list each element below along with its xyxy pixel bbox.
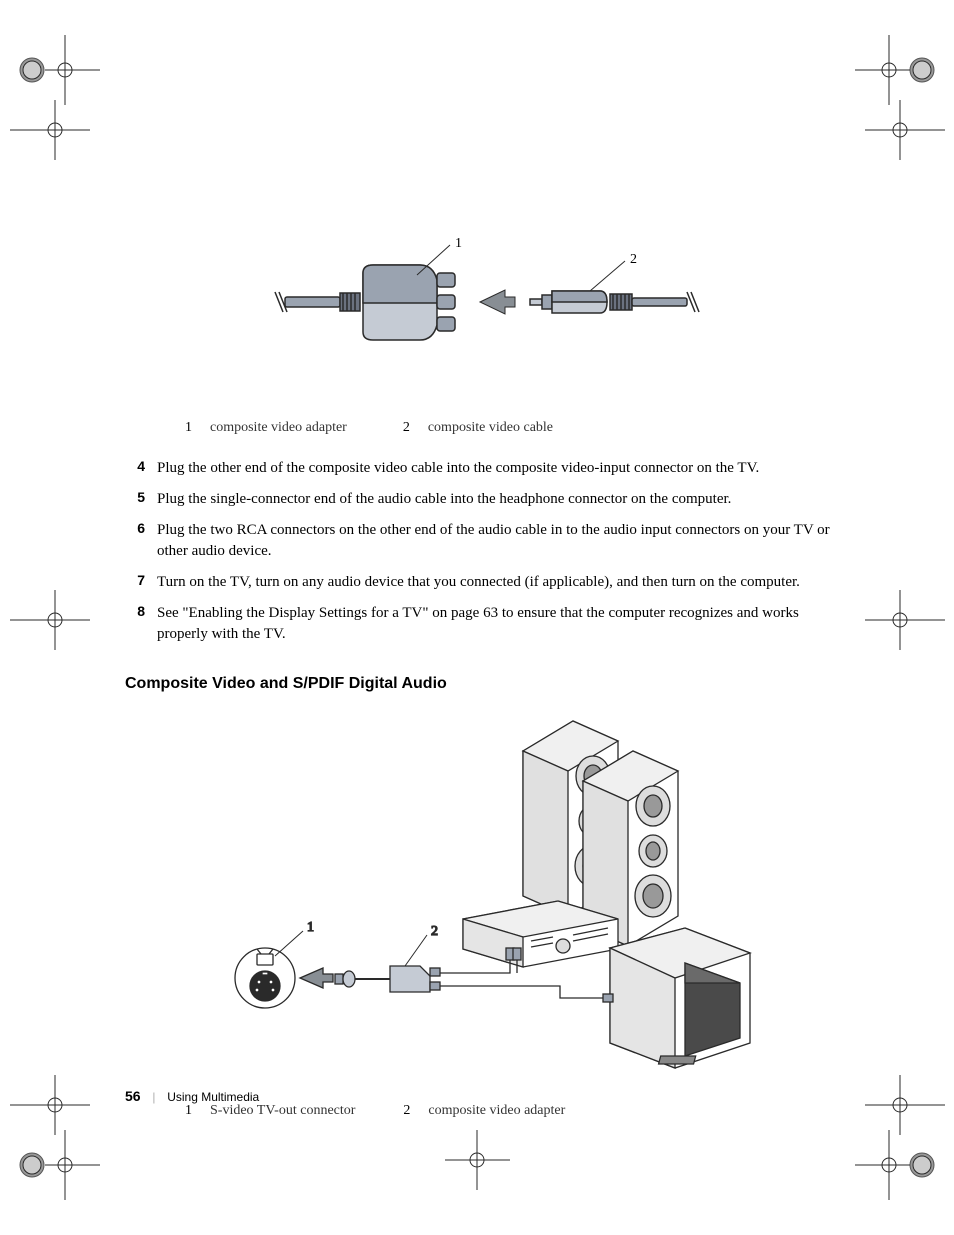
- legend2-text-1: S-video TV-out connector: [210, 1103, 355, 1119]
- step-6: 6 Plug the two RCA connectors on the oth…: [125, 520, 845, 562]
- legend1-text-2: composite video cable: [428, 420, 553, 436]
- legend1-text-1: composite video adapter: [210, 420, 347, 436]
- step-text: Turn on the TV, turn on any audio device…: [157, 572, 845, 593]
- step-text: Plug the two RCA connectors on the other…: [157, 520, 845, 562]
- step-8: 8 See "Enabling the Display Settings for…: [125, 603, 845, 645]
- legend2-num-2: 2: [403, 1103, 410, 1119]
- step-num: 5: [125, 489, 145, 505]
- figure1-legend: 1 composite video adapter 2 composite vi…: [185, 420, 845, 436]
- legend1-num-2: 2: [403, 420, 410, 436]
- footer-section: Using Multimedia: [167, 1090, 259, 1104]
- step-text: Plug the other end of the composite vide…: [157, 458, 845, 479]
- instruction-steps: 4 Plug the other end of the composite vi…: [125, 458, 845, 645]
- figure2-callout-2: 2: [431, 924, 438, 939]
- step-4: 4 Plug the other end of the composite vi…: [125, 458, 845, 479]
- figure-spdif-setup: 1 2: [125, 713, 845, 1078]
- figure-composite-adapter: 1 2: [125, 225, 845, 390]
- step-num: 7: [125, 572, 145, 588]
- footer-separator: |: [153, 1089, 156, 1105]
- step-num: 8: [125, 603, 145, 619]
- legend2-num-1: 1: [185, 1103, 192, 1119]
- step-text: See "Enabling the Display Settings for a…: [157, 603, 845, 645]
- legend1-num-1: 1: [185, 420, 192, 436]
- step-num: 4: [125, 458, 145, 474]
- figure2-legend: 1 S-video TV-out connector 2 composite v…: [185, 1103, 845, 1119]
- page-footer: 56 | Using Multimedia: [125, 1088, 259, 1105]
- figure1-callout-1: 1: [455, 236, 462, 251]
- step-5: 5 Plug the single-connector end of the a…: [125, 489, 845, 510]
- legend2-text-2: composite video adapter: [428, 1103, 565, 1119]
- section-heading: Composite Video and S/PDIF Digital Audio: [125, 675, 845, 693]
- figure1-callout-2: 2: [630, 252, 637, 267]
- step-num: 6: [125, 520, 145, 536]
- page-number: 56: [125, 1088, 141, 1104]
- step-7: 7 Turn on the TV, turn on any audio devi…: [125, 572, 845, 593]
- step-text: Plug the single-connector end of the aud…: [157, 489, 845, 510]
- figure2-callout-1: 1: [307, 920, 314, 935]
